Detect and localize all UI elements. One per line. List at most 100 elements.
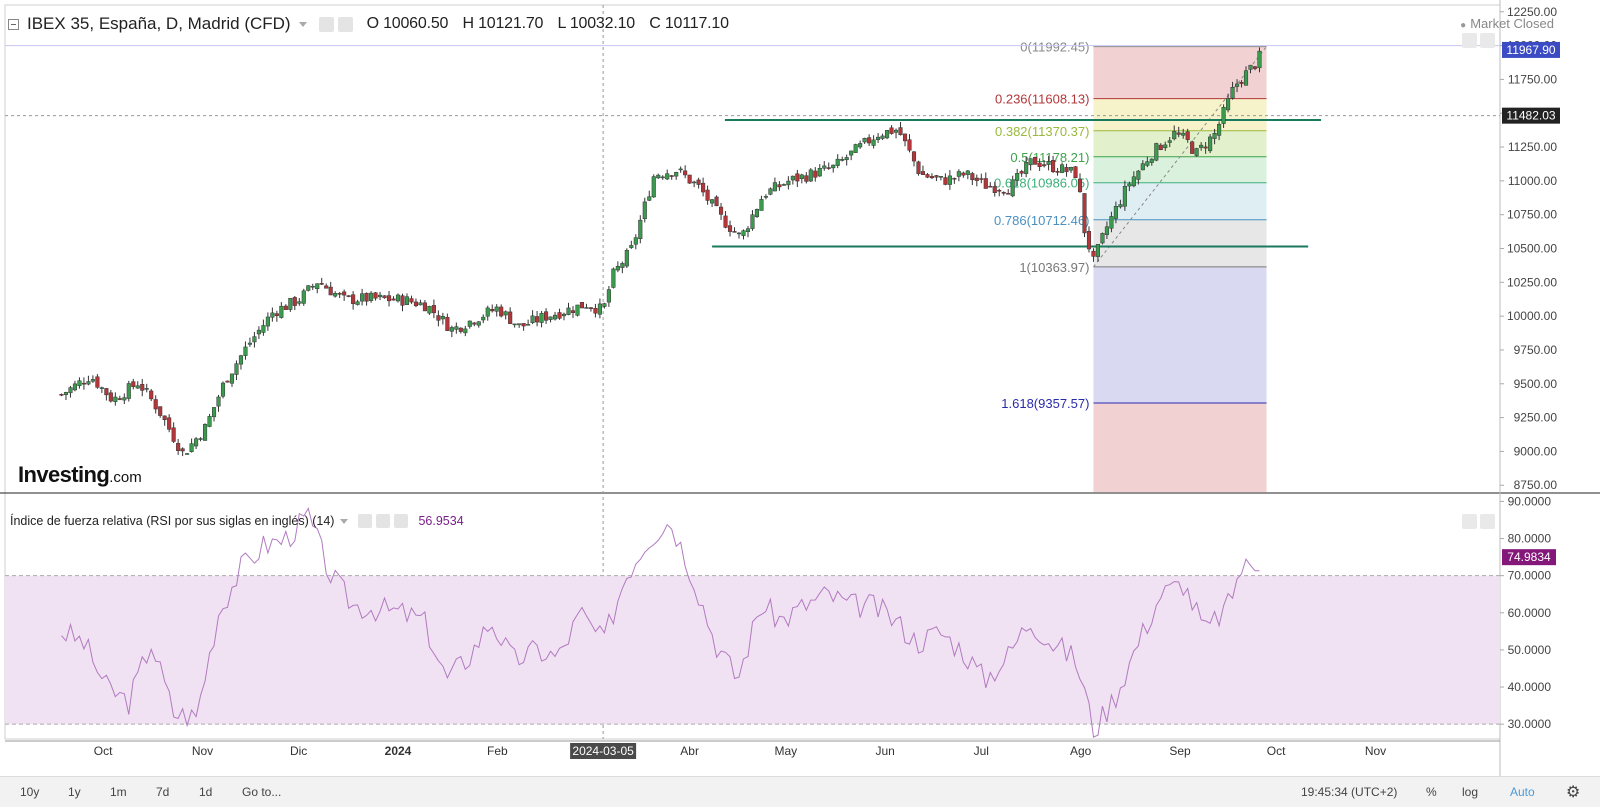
- candle-149: [727, 220, 733, 237]
- candle-19: [144, 383, 149, 393]
- candle-248: [1172, 125, 1177, 141]
- candle-body: [176, 443, 181, 451]
- close-icon[interactable]: [394, 514, 409, 528]
- candle-219: [1042, 160, 1047, 168]
- candle-220: [1046, 156, 1051, 171]
- candle-body: [413, 301, 418, 307]
- candle-54: [301, 288, 306, 306]
- gear-icon[interactable]: [376, 514, 391, 528]
- range-1d-button[interactable]: 1d: [199, 785, 213, 799]
- candle-body: [404, 296, 410, 305]
- log-scale-button[interactable]: log: [1462, 785, 1479, 799]
- rsi-tick-1: 80.0000: [1508, 532, 1552, 546]
- candle-body: [862, 137, 867, 143]
- candle-224: [1064, 163, 1069, 177]
- candle-178: [858, 140, 863, 149]
- candle-34: [211, 407, 217, 422]
- visibility-icon[interactable]: [318, 16, 334, 32]
- time-tick-2: Dic: [290, 744, 307, 758]
- range-7d-button[interactable]: 7d: [156, 785, 170, 799]
- candle-267: [1257, 47, 1262, 73]
- candle-body: [333, 293, 338, 297]
- candle-body: [292, 297, 297, 306]
- candle-222: [1055, 168, 1060, 176]
- candle-94: [481, 314, 486, 324]
- candle-body: [1028, 158, 1033, 166]
- candle-202: [965, 170, 970, 180]
- candle-262: [1234, 79, 1240, 93]
- candle-body: [808, 169, 813, 182]
- candle-0: [59, 393, 64, 397]
- candle-135: [665, 169, 670, 181]
- candle-216: [1028, 158, 1033, 171]
- candle-body: [342, 291, 347, 296]
- candle-body: [391, 298, 396, 301]
- candle-195: [934, 174, 939, 182]
- crosshair-date-label-bg: [570, 743, 637, 759]
- candle-153: [745, 226, 751, 238]
- candle-body: [885, 130, 890, 139]
- candle-body: [131, 381, 136, 387]
- candle-184: [885, 130, 890, 140]
- candle-body: [719, 206, 724, 215]
- candle-143: [701, 177, 706, 197]
- candle-117: [584, 303, 589, 309]
- candle-108: [544, 308, 549, 324]
- candle-body: [86, 381, 91, 385]
- candle-body: [911, 151, 917, 162]
- candle-body: [844, 157, 849, 161]
- candle-body: [140, 384, 145, 391]
- candle-body: [1068, 166, 1074, 171]
- chart-legend-bar: IBEX 35, España, D, Madrid (CFD) O 10060…: [8, 12, 739, 36]
- candle-body: [763, 196, 768, 198]
- candle-body: [880, 135, 885, 139]
- arrow-up-icon[interactable]: [1480, 33, 1495, 48]
- candle-18: [140, 379, 145, 397]
- candle-body: [642, 201, 647, 220]
- gear-icon[interactable]: [337, 16, 353, 32]
- candle-body: [243, 346, 248, 356]
- candle-114: [570, 306, 576, 318]
- candle-body: [1001, 192, 1006, 194]
- clock-timezone[interactable]: 19:45:34 (UTC+2): [1301, 785, 1398, 799]
- candle-180: [867, 134, 872, 146]
- auto-scale-button[interactable]: Auto: [1510, 785, 1535, 799]
- candle-body: [822, 165, 827, 169]
- range-1m-button[interactable]: 1m: [110, 785, 127, 799]
- candle-body: [997, 189, 1002, 192]
- rsi-title[interactable]: Índice de fuerza relativa (RSI por sus s…: [10, 514, 335, 528]
- price-tick-6: 10750.00: [1507, 208, 1557, 222]
- arrow-up-icon[interactable]: [1462, 514, 1477, 529]
- candle-body: [893, 129, 899, 133]
- goto-button[interactable]: Go to...: [242, 785, 282, 799]
- symbol-title[interactable]: IBEX 35, España, D, Madrid (CFD): [27, 14, 291, 33]
- collapse-icon[interactable]: [8, 18, 19, 30]
- candle-body: [63, 392, 69, 395]
- candle-104: [526, 319, 531, 326]
- arrow-down-icon[interactable]: [1462, 33, 1477, 48]
- candle-162: [786, 176, 791, 190]
- candle-body: [364, 292, 369, 302]
- candle-81: [422, 299, 427, 312]
- percent-scale-button[interactable]: %: [1426, 785, 1437, 799]
- chevron-down-icon[interactable]: [340, 518, 349, 524]
- candle-234: [1109, 211, 1114, 233]
- gear-icon[interactable]: ⚙: [1566, 784, 1581, 801]
- candle-119: [593, 303, 598, 318]
- candle-body: [727, 225, 733, 232]
- candle-body: [490, 308, 495, 312]
- candle-body: [418, 302, 423, 306]
- range-10y-button[interactable]: 10y: [20, 785, 40, 799]
- candle-body: [938, 176, 943, 178]
- visibility-icon[interactable]: [358, 514, 373, 528]
- range-1y-button[interactable]: 1y: [68, 785, 81, 799]
- candle-body: [1140, 163, 1145, 171]
- chevron-down-icon[interactable]: [298, 21, 307, 27]
- arrow-down-icon[interactable]: [1480, 514, 1495, 529]
- candle-body: [876, 136, 881, 140]
- candle-body: [158, 406, 163, 416]
- candle-193: [925, 172, 930, 179]
- candle-body: [633, 237, 638, 245]
